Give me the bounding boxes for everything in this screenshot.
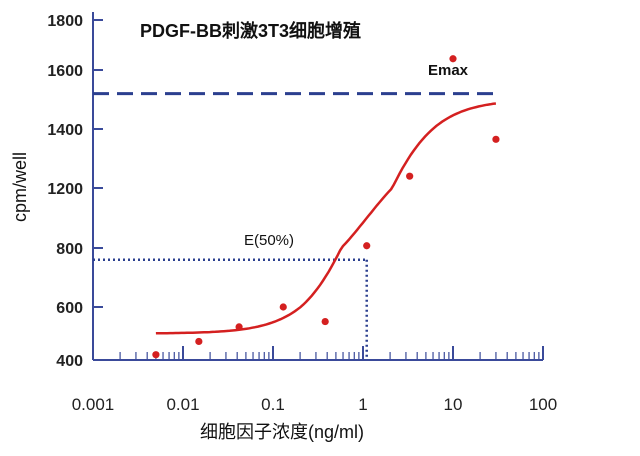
x-tick-label: 0.01 [166, 395, 199, 414]
x-tick-label: 1 [358, 395, 367, 414]
data-point [195, 337, 203, 346]
y-tick-label: 600 [56, 300, 83, 317]
tick-labels: 0.001 0.01 0.1 1 10 100 400 600 800 1200 1400 1600 1… [47, 13, 557, 414]
guide-lines [93, 92, 497, 360]
data-point [321, 317, 329, 326]
y-tick-label: 800 [56, 241, 83, 258]
data-points [152, 55, 500, 359]
fit-curve [155, 102, 497, 335]
axes [92, 12, 544, 361]
x-tick-label: 0.001 [72, 395, 115, 414]
y-tick-label: 1600 [47, 63, 83, 80]
data-point [235, 323, 243, 331]
data-point [492, 135, 500, 143]
data-point [406, 172, 414, 180]
y-tick-label: 400 [56, 353, 83, 370]
ec50-label: E(50%) [244, 232, 294, 249]
data-point [449, 55, 457, 63]
chart-title: PDGF-BB刺激3T3细胞增殖 [140, 20, 361, 41]
y-tick-label: 1800 [47, 13, 83, 30]
data-point [363, 242, 371, 250]
y-axis-title: cpm/well [10, 152, 30, 222]
emax-label: Emax [428, 62, 469, 79]
x-tick-label: 0.1 [261, 395, 285, 414]
x-axis-title: 细胞因子浓度(ng/ml) [200, 422, 364, 442]
y-tick-label: 1400 [47, 122, 83, 139]
data-point [152, 351, 160, 359]
y-tick-label: 1200 [47, 181, 83, 198]
fit-curve-group [155, 102, 497, 335]
x-tick-label: 100 [529, 395, 557, 414]
x-tick-label: 10 [444, 395, 463, 414]
data-point [279, 303, 287, 311]
